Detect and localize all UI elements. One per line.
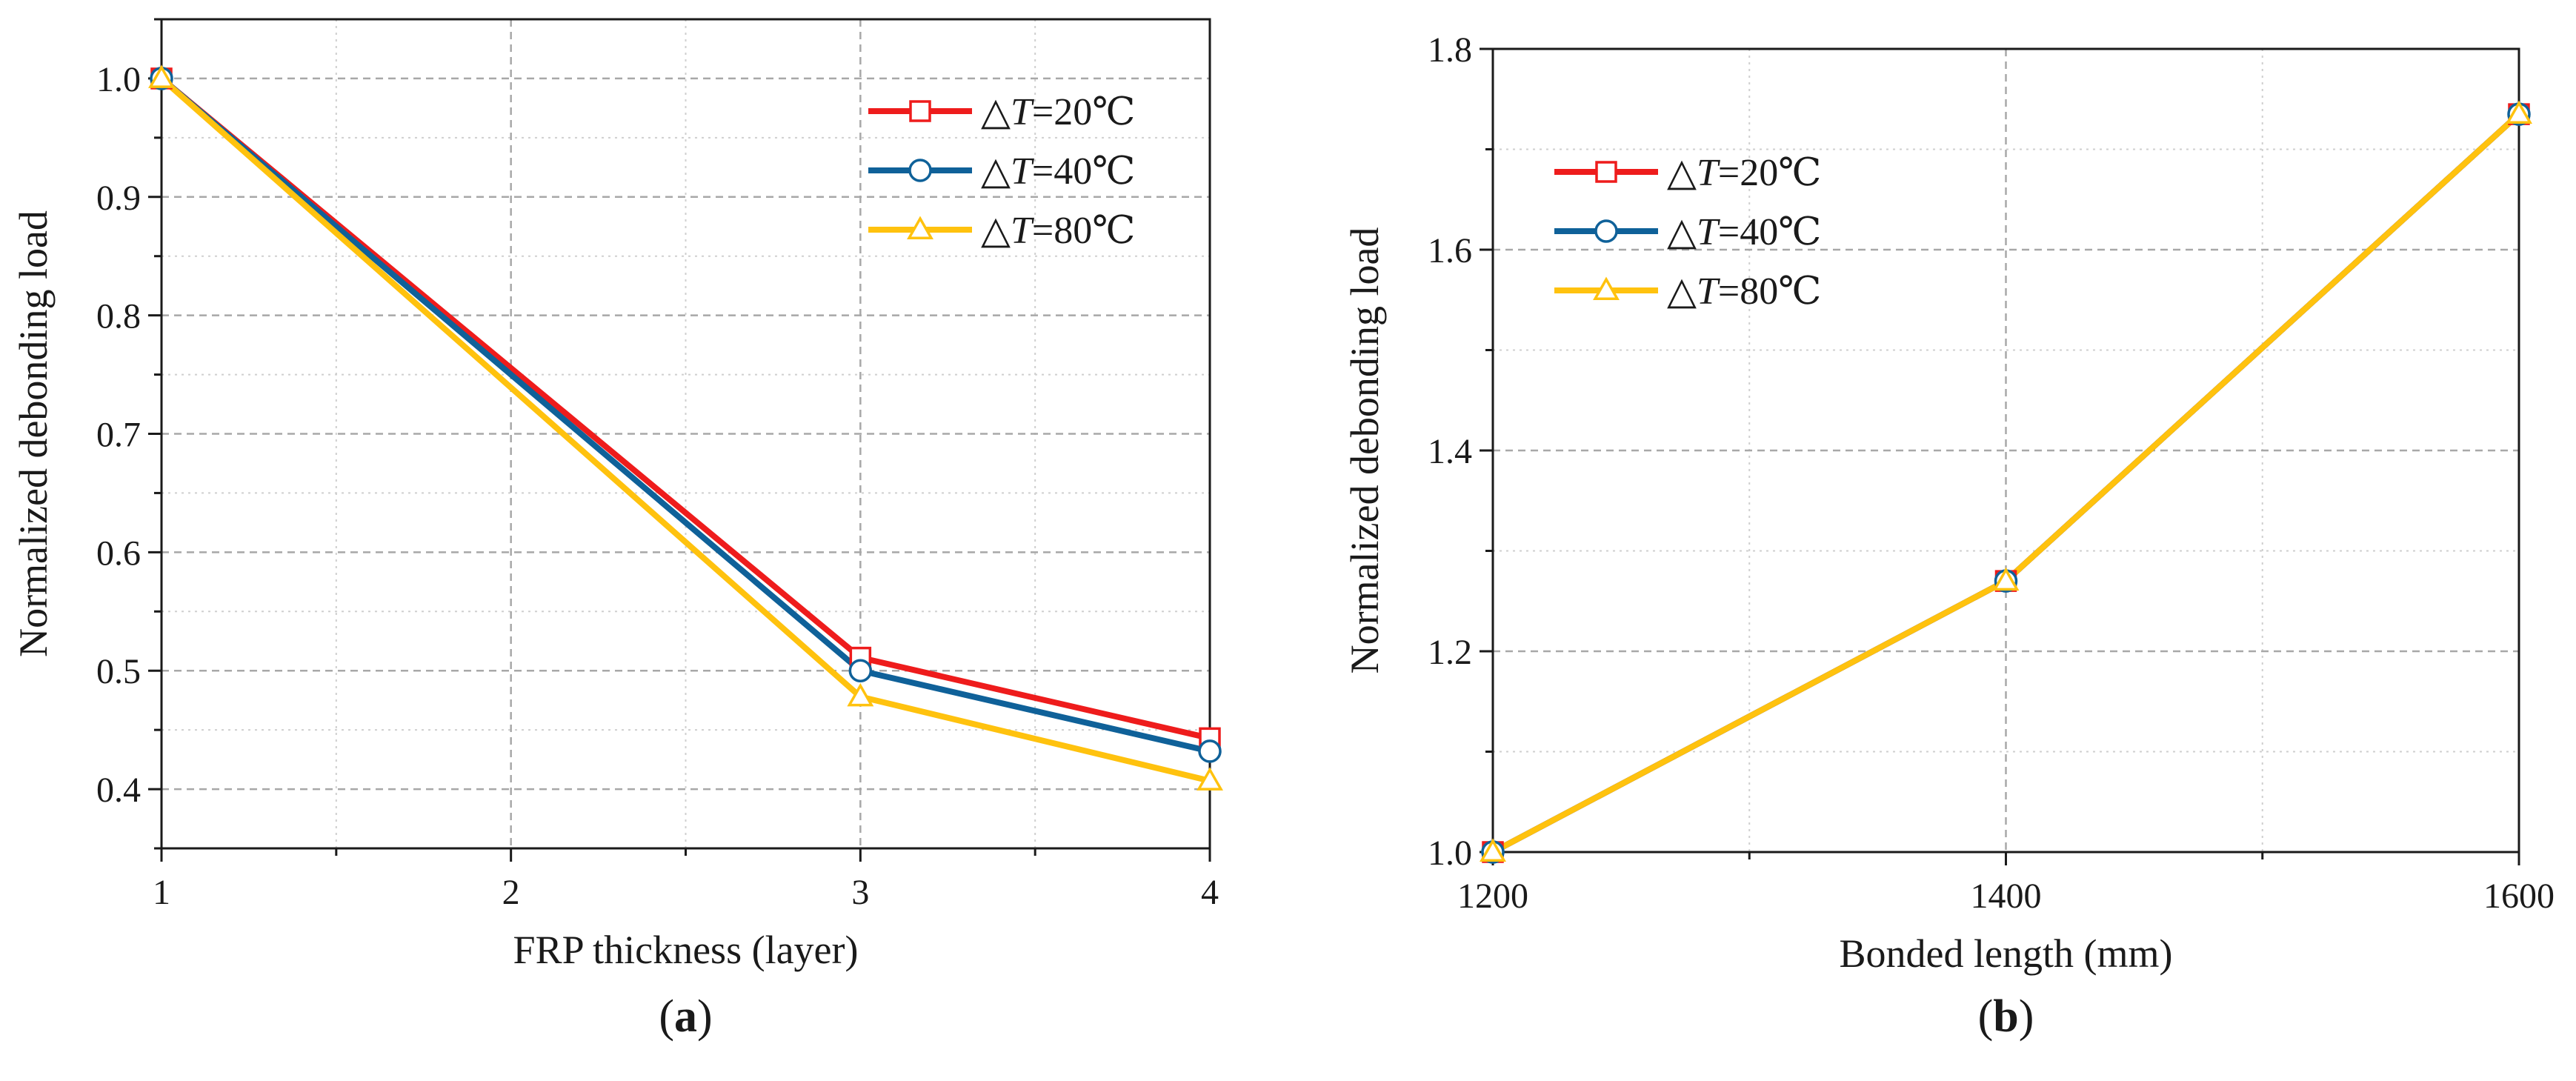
y-tick-label: 0.9 [96, 179, 141, 218]
y-tick-label: 1.4 [1428, 432, 1472, 471]
legend-delta-symbol: △ [981, 210, 1011, 252]
x-axis-title: FRP thickness (layer) [513, 928, 859, 972]
panel-label-open: ( [659, 991, 674, 1042]
legend-variable: T [1011, 91, 1034, 133]
legend-marker-1 [909, 100, 931, 122]
x-tick-label: 1600 [2483, 877, 2555, 916]
legend-value: =80℃ [1032, 210, 1136, 252]
legend: △T=20℃△T=40℃△T=80℃ [1554, 152, 1821, 313]
grid [162, 19, 1210, 849]
panel-label-open: ( [1978, 991, 1994, 1042]
grid [1493, 49, 2519, 852]
legend-value: =20℃ [1718, 152, 1822, 194]
data-point-series-3 [1992, 567, 2020, 591]
chart-panel-1: 1 2 3 4 0.4 0.5 0.6 0.7 0.8 0.9 1.0 FRP thickness (… [11, 18, 1223, 1042]
legend-delta-symbol: △ [1667, 270, 1697, 313]
x-axis-title: Bonded length (mm) [1840, 931, 2173, 976]
panel-label-close: ) [697, 991, 713, 1042]
x-tick-label: 1 [153, 873, 170, 912]
legend-value: =40℃ [1032, 150, 1136, 193]
y-tick-label: 0.8 [96, 297, 141, 336]
legend-delta-symbol: △ [981, 91, 1011, 133]
y-axis-title: Normalized debonding load [11, 210, 56, 657]
legend-variable: T [1697, 270, 1720, 313]
legend-marker-2 [1594, 219, 1618, 243]
panel-label-letter: a [674, 991, 697, 1042]
y-tick-label: 0.6 [96, 533, 141, 573]
legend-variable: T [1697, 152, 1720, 194]
y-tick-label: 1.6 [1428, 231, 1472, 270]
x-tick-label: 1400 [1971, 877, 2042, 916]
chart-panel-2: 1200 1400 1600 1.0 1.2 1.4 1.6 1.8 Bonded length… [1342, 30, 2555, 1042]
legend-marker-1 [1595, 161, 1617, 183]
y-tick-label: 1.8 [1428, 30, 1472, 70]
series-group [1480, 100, 2532, 864]
x-tick-label: 4 [1201, 873, 1219, 912]
legend-delta-symbol: △ [1667, 152, 1697, 194]
legend-label-3: △T=80℃ [1667, 270, 1821, 313]
legend: △T=20℃△T=40℃△T=80℃ [868, 91, 1135, 252]
legend-value: =80℃ [1718, 270, 1822, 313]
legend-label-2: △T=40℃ [981, 150, 1135, 193]
legend-delta-symbol: △ [1667, 211, 1697, 253]
x-tick-label: 1200 [1457, 877, 1528, 916]
y-tick-label: 1.0 [1428, 834, 1472, 873]
legend-variable: T [1697, 211, 1720, 253]
legend-value: =20℃ [1032, 91, 1136, 133]
panel-label: (a) [659, 991, 712, 1042]
y-axis-title: Normalized debonding load [1342, 227, 1387, 674]
y-tick-label: 1.0 [96, 60, 141, 99]
y-tick-label: 0.4 [96, 771, 141, 810]
data-point-series-3 [1197, 767, 1223, 791]
ticks [148, 18, 1211, 862]
x-tick-label: 2 [502, 873, 520, 912]
legend-label-1: △T=20℃ [1667, 152, 1821, 194]
legend-variable: T [1011, 210, 1034, 252]
y-tick-label: 0.5 [96, 652, 141, 691]
legend-value: =40℃ [1718, 211, 1822, 253]
data-point-series-3 [2506, 100, 2532, 124]
data-point-series-2 [1198, 739, 1222, 763]
legend-label-1: △T=20℃ [981, 91, 1135, 133]
legend-marker-3 [907, 216, 933, 239]
panel-label-close: ) [2019, 991, 2034, 1042]
panel-label-letter: b [1993, 991, 2018, 1042]
series-group [148, 64, 1223, 791]
data-point-series-3 [847, 682, 874, 707]
legend-label-2: △T=40℃ [1667, 211, 1821, 253]
y-tick-label: 0.7 [96, 416, 141, 455]
data-point-series-3 [148, 64, 175, 88]
panel-label: (b) [1978, 991, 2034, 1042]
legend-variable: T [1011, 150, 1034, 193]
x-tick-label: 3 [851, 873, 869, 912]
data-point-series-3 [1480, 838, 1506, 862]
legend-label-3: △T=80℃ [981, 210, 1135, 252]
y-tick-label: 1.2 [1428, 633, 1472, 672]
legend-marker-2 [908, 159, 932, 182]
legend-delta-symbol: △ [981, 150, 1011, 193]
legend-marker-3 [1593, 276, 1620, 300]
data-point-series-2 [848, 659, 873, 682]
